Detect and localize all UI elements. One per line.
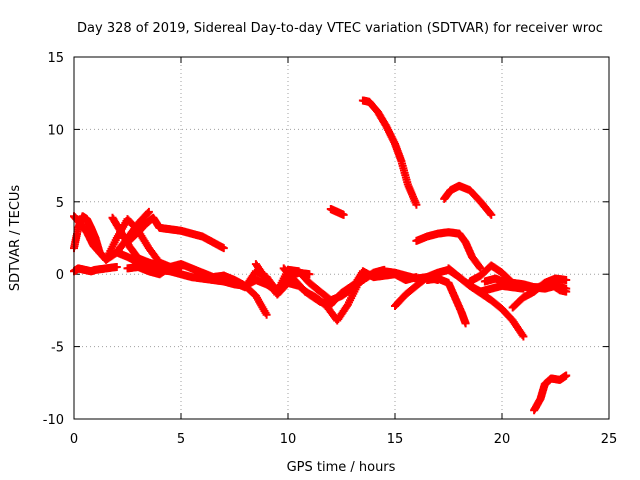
data-point (305, 270, 314, 279)
series-arc-g (123, 213, 228, 253)
series-arc-x (219, 268, 314, 296)
plot-border (73, 56, 610, 420)
data-point (112, 262, 121, 271)
data-point (219, 244, 228, 253)
x-tick-label: 15 (387, 432, 404, 447)
series-arc-r (423, 274, 470, 328)
y-tick-label: 5 (56, 196, 64, 211)
y-tick-label: -10 (43, 413, 64, 428)
x-tick-label: 10 (280, 432, 297, 447)
x-tick-label: 20 (494, 432, 511, 447)
grid (74, 57, 609, 419)
x-axis-label: GPS time / hours (287, 460, 396, 475)
series-arc-b (70, 262, 121, 276)
data-point (562, 371, 571, 380)
y-tick-label: -5 (51, 341, 64, 356)
data-point (144, 207, 153, 216)
data-point (486, 209, 495, 218)
x-tick-label: 25 (601, 432, 618, 447)
data-point (562, 275, 571, 284)
tick-labels: 0 5 10 15 20 25 15 10 5 0 -5 -10 (43, 51, 618, 447)
data-point (562, 287, 571, 296)
y-tick-label: 10 (47, 123, 64, 138)
data-point (518, 330, 527, 339)
series-arc-m (326, 205, 348, 219)
y-axis-label: SDTVAR / TECUs (8, 185, 23, 292)
data-point (461, 319, 470, 328)
series-arc-h (112, 248, 271, 319)
data-point (412, 200, 421, 209)
series-arc-v (530, 371, 571, 415)
data-point (380, 265, 389, 274)
series-arc-n (358, 96, 421, 209)
chart-title: Day 328 of 2019, Sidereal Day-to-day VTE… (77, 21, 603, 36)
series-arc-w (480, 274, 571, 296)
data-point (476, 264, 485, 273)
x-tick-label: 0 (70, 432, 78, 447)
series-arc-o (412, 228, 485, 273)
data-point (262, 310, 271, 319)
x-tick-label: 5 (177, 432, 185, 447)
y-tick-label: 0 (56, 268, 64, 283)
data-point (487, 210, 496, 219)
y-tick-label: 15 (47, 51, 64, 66)
data-point (339, 210, 348, 219)
data-point (519, 332, 528, 341)
data-point (143, 209, 152, 218)
series-arc-p (440, 181, 496, 219)
data-markers (70, 96, 571, 415)
